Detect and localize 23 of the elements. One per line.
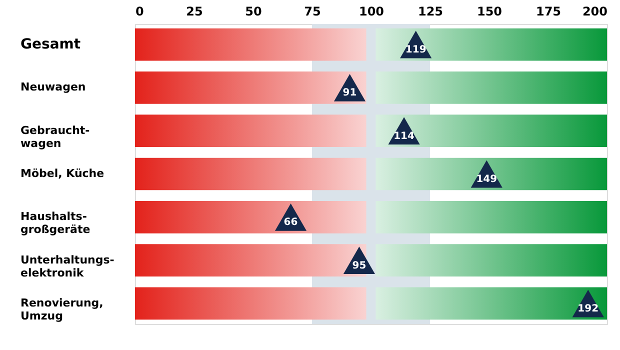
data-label: 149 <box>476 174 498 185</box>
data-label: 95 <box>352 260 366 272</box>
data-label: 119 <box>405 44 426 56</box>
y-tick-label: Möbel, Küche <box>20 167 104 180</box>
y-tick-label: Haushalts- großgeräte <box>20 210 90 236</box>
x-tick-label: 100 <box>358 4 384 18</box>
data-label: 66 <box>284 217 298 228</box>
y-tick-label: Unterhaltungs- elektronik <box>20 253 114 280</box>
x-tick-label: 0 <box>136 4 144 18</box>
y-tick-label: Neuwagen <box>20 80 86 94</box>
y-tick-label: Gesamt <box>20 36 81 53</box>
x-tick-label: 75 <box>304 4 321 18</box>
y-tick-label: Renovierung, Umzug <box>20 296 104 322</box>
x-tick-label: 50 <box>245 4 262 18</box>
x-tick-label: 25 <box>186 4 203 18</box>
x-tick-label: 175 <box>536 4 562 18</box>
x-tick-label: 150 <box>476 4 502 18</box>
data-label: 91 <box>342 88 357 99</box>
x-tick-label: 200 <box>582 4 608 18</box>
data-label: 192 <box>578 303 599 314</box>
y-tick-label: Gebraucht- wagen <box>20 124 90 150</box>
data-label: 114 <box>394 130 415 142</box>
x-tick-label: 125 <box>418 4 444 18</box>
